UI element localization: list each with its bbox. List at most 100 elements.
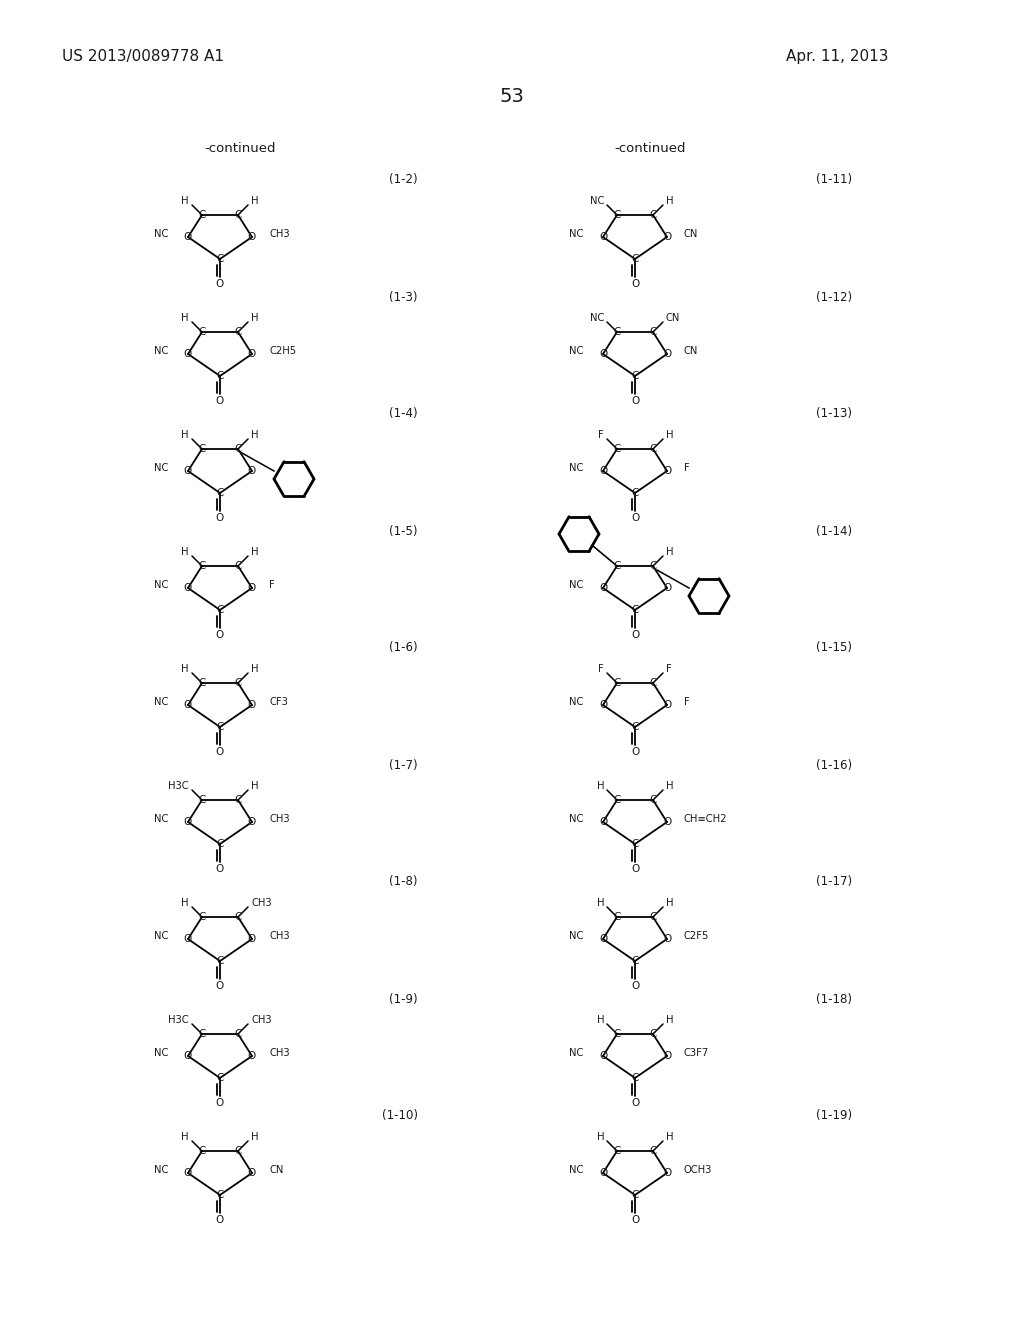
Text: O: O <box>599 232 607 242</box>
Text: F: F <box>269 579 274 590</box>
Text: H: H <box>597 781 604 791</box>
Text: H: H <box>666 1015 674 1026</box>
Text: C: C <box>234 210 242 220</box>
Text: (1-14): (1-14) <box>816 524 852 537</box>
Text: C: C <box>632 840 639 849</box>
Text: NC: NC <box>590 195 604 206</box>
Text: O: O <box>184 935 193 944</box>
Text: NC: NC <box>154 1166 168 1175</box>
Text: C: C <box>216 956 223 966</box>
Text: C: C <box>216 1073 223 1082</box>
Text: 53: 53 <box>500 87 524 106</box>
Text: C: C <box>216 253 223 264</box>
Text: H: H <box>251 781 258 791</box>
Text: (1-2): (1-2) <box>389 173 418 186</box>
Text: H: H <box>251 195 258 206</box>
Text: C: C <box>632 1191 639 1200</box>
Text: C: C <box>613 327 621 337</box>
Text: O: O <box>599 466 607 477</box>
Text: O: O <box>599 700 607 710</box>
Text: C: C <box>234 678 242 688</box>
Text: CF3: CF3 <box>269 697 288 708</box>
Text: NC: NC <box>154 579 168 590</box>
Text: C: C <box>216 605 223 615</box>
Text: H: H <box>666 546 674 557</box>
Text: (1-5): (1-5) <box>389 524 418 537</box>
Text: CN: CN <box>684 346 698 356</box>
Text: NC: NC <box>154 228 168 239</box>
Text: (1-12): (1-12) <box>816 290 852 304</box>
Text: Apr. 11, 2013: Apr. 11, 2013 <box>786 49 889 63</box>
Text: O: O <box>663 700 671 710</box>
Text: O: O <box>631 1098 639 1107</box>
Text: H: H <box>181 898 189 908</box>
Text: C: C <box>199 444 206 454</box>
Text: (1-6): (1-6) <box>389 642 418 655</box>
Text: C: C <box>234 327 242 337</box>
Text: NC: NC <box>154 697 168 708</box>
Text: NC: NC <box>568 463 583 473</box>
Text: O: O <box>216 513 224 523</box>
Text: C: C <box>613 912 621 921</box>
Text: CH3: CH3 <box>251 1015 271 1026</box>
Text: C: C <box>199 327 206 337</box>
Text: C: C <box>613 561 621 572</box>
Text: (1-9): (1-9) <box>389 993 418 1006</box>
Text: O: O <box>216 1098 224 1107</box>
Text: F: F <box>598 664 604 675</box>
Text: O: O <box>599 817 607 828</box>
Text: C: C <box>649 1146 656 1156</box>
Text: O: O <box>248 348 256 359</box>
Text: C: C <box>613 444 621 454</box>
Text: C: C <box>649 444 656 454</box>
Text: H: H <box>251 546 258 557</box>
Text: C: C <box>234 795 242 805</box>
Text: C: C <box>613 210 621 220</box>
Text: -continued: -continued <box>204 141 275 154</box>
Text: CN: CN <box>269 1166 284 1175</box>
Text: O: O <box>599 935 607 944</box>
Text: O: O <box>248 700 256 710</box>
Text: C: C <box>199 1146 206 1156</box>
Text: O: O <box>216 396 224 407</box>
Text: C: C <box>199 1030 206 1039</box>
Text: C3F7: C3F7 <box>684 1048 710 1059</box>
Text: C: C <box>199 678 206 688</box>
Text: C: C <box>649 795 656 805</box>
Text: F: F <box>684 463 690 473</box>
Text: H: H <box>666 898 674 908</box>
Text: O: O <box>216 747 224 756</box>
Text: O: O <box>248 817 256 828</box>
Text: H: H <box>666 781 674 791</box>
Text: H: H <box>666 430 674 440</box>
Text: (1-11): (1-11) <box>816 173 852 186</box>
Text: C: C <box>613 795 621 805</box>
Text: C2F5: C2F5 <box>684 931 710 941</box>
Text: O: O <box>631 981 639 991</box>
Text: O: O <box>599 1051 607 1061</box>
Text: (1-3): (1-3) <box>389 290 418 304</box>
Text: O: O <box>663 1168 671 1177</box>
Text: C: C <box>199 795 206 805</box>
Text: H: H <box>597 1133 604 1142</box>
Text: CN: CN <box>684 228 698 239</box>
Text: H: H <box>251 430 258 440</box>
Text: F: F <box>666 664 672 675</box>
Text: C: C <box>234 1146 242 1156</box>
Text: NC: NC <box>568 931 583 941</box>
Text: O: O <box>184 466 193 477</box>
Text: F: F <box>598 430 604 440</box>
Text: CN: CN <box>666 313 680 323</box>
Text: C: C <box>234 444 242 454</box>
Text: F: F <box>684 697 690 708</box>
Text: C: C <box>216 840 223 849</box>
Text: H3C: H3C <box>168 1015 189 1026</box>
Text: C: C <box>216 722 223 733</box>
Text: O: O <box>248 935 256 944</box>
Text: CH≡CH2: CH≡CH2 <box>684 814 727 824</box>
Text: H: H <box>181 1133 189 1142</box>
Text: NC: NC <box>568 1166 583 1175</box>
Text: (1-15): (1-15) <box>816 642 852 655</box>
Text: H: H <box>597 1015 604 1026</box>
Text: CH3: CH3 <box>269 814 290 824</box>
